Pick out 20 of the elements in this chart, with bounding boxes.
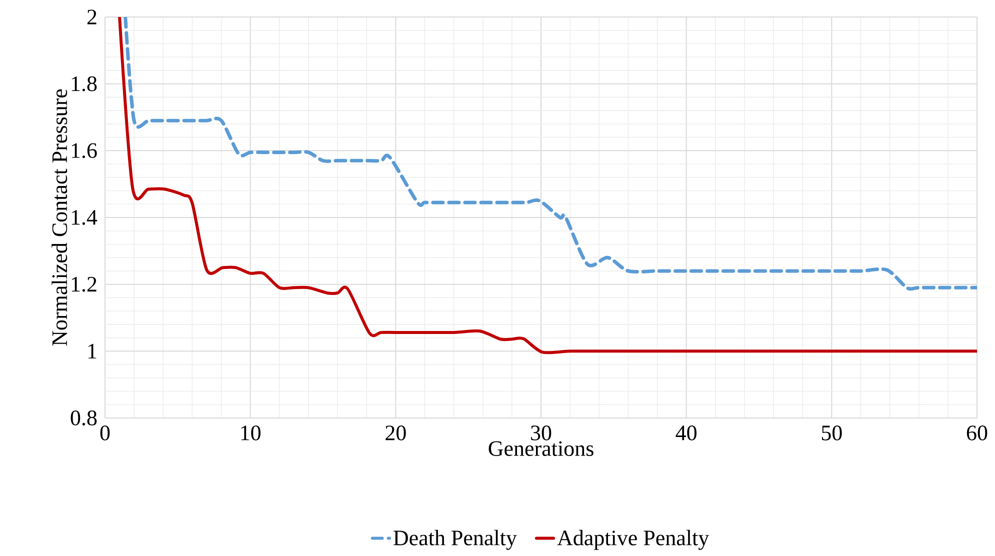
x-tick-label: 40: [676, 426, 696, 440]
y-tick-label: 2: [87, 10, 96, 24]
x-axis-title: Generations: [488, 441, 594, 456]
y-tick-label: 1.6: [72, 143, 97, 158]
y-tick-label: 1.2: [72, 276, 96, 292]
y-axis-title: Normalized Contact Pressure: [52, 89, 68, 346]
x-tick-label: 0: [100, 426, 110, 440]
x-tick-label: 60: [966, 426, 988, 440]
x-tick-label: 10: [241, 426, 261, 440]
y-tick-label: 1.8: [72, 76, 97, 92]
x-tick-label: 30: [531, 426, 552, 440]
y-tick-label: 1: [88, 344, 96, 358]
legend-label: Adaptive Penalty: [557, 530, 710, 550]
y-tick-label: 1.4: [72, 210, 98, 225]
x-tick-label: 20: [386, 426, 406, 440]
line-series: [118, 16, 977, 354]
x-tick-label: 50: [822, 426, 842, 440]
y-tick-label: 0.8: [70, 410, 97, 426]
legend-label: Death Penalty: [394, 530, 517, 550]
line-series: [124, 16, 977, 291]
